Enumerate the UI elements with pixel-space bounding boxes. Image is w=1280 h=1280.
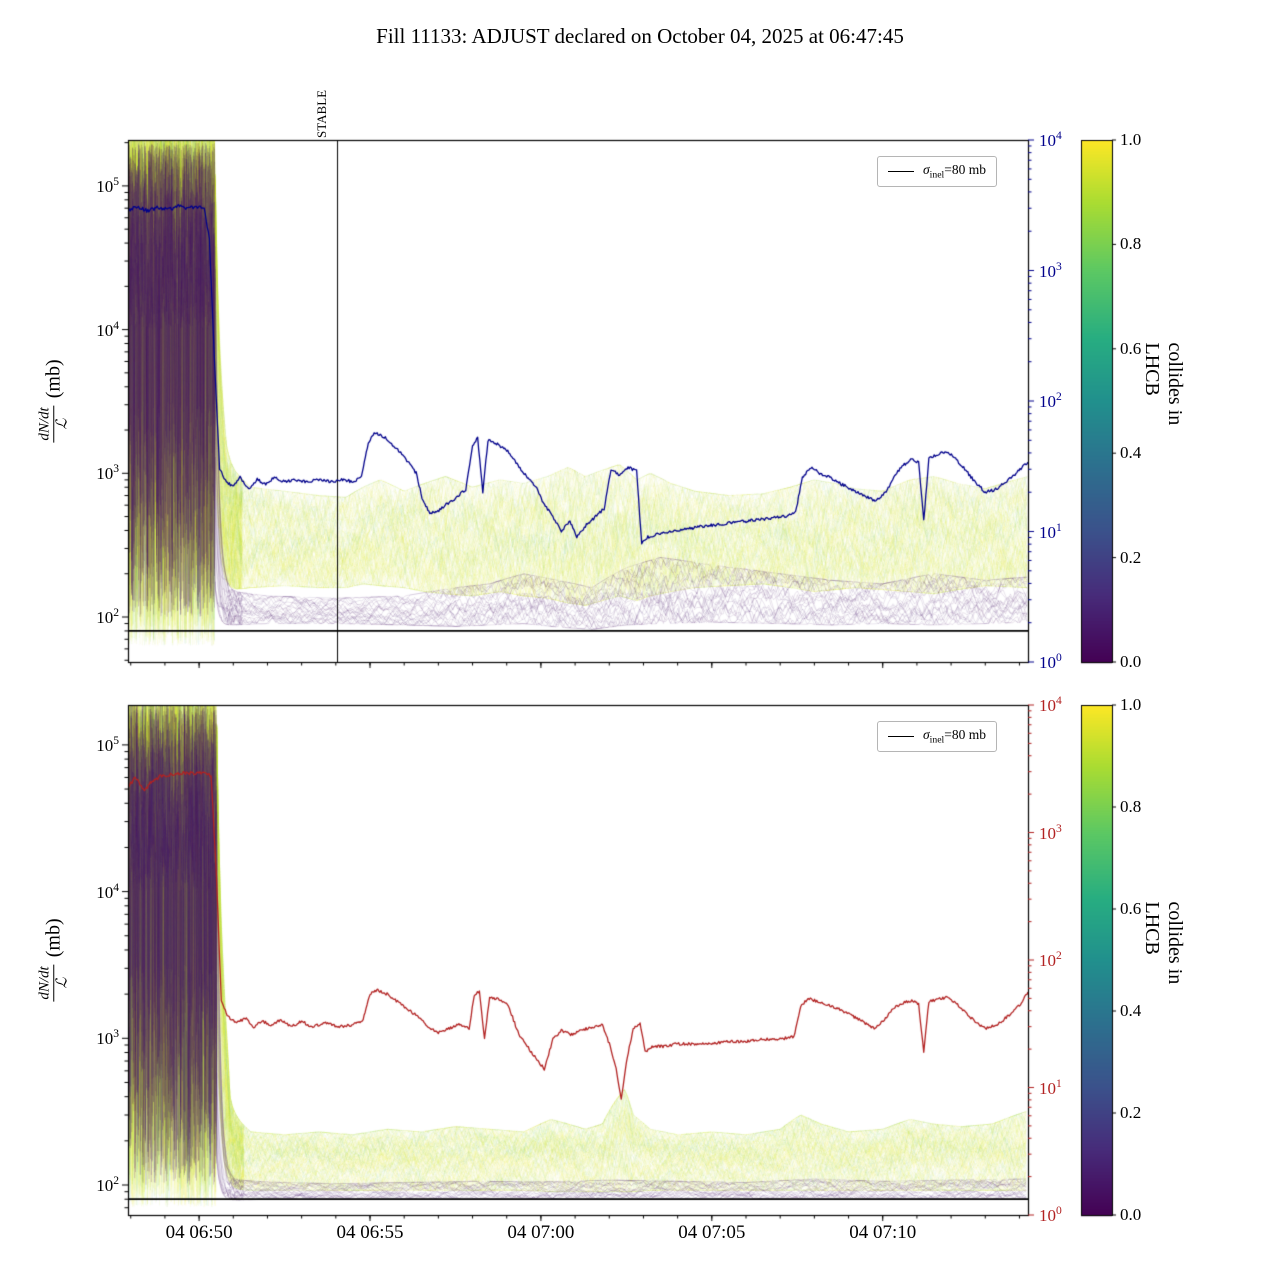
figure: Fill 11133: ADJUST declared on October 0… — [0, 0, 1280, 1280]
figure-canvas — [0, 0, 1280, 1280]
